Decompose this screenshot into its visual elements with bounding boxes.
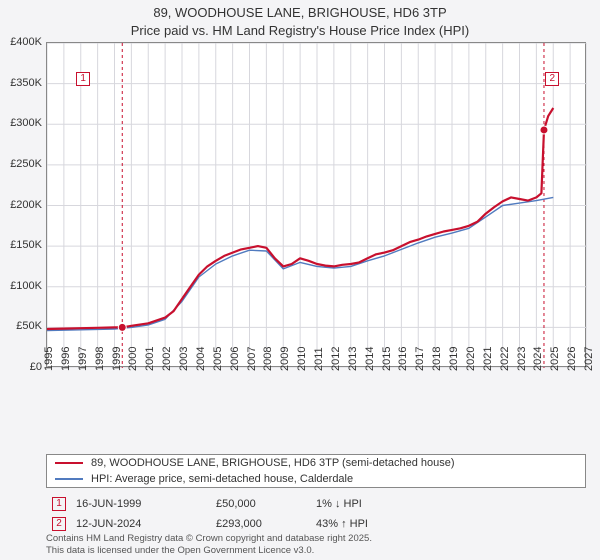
transaction-pct: 43% ↑ HPI — [316, 518, 436, 530]
marker-dot-2 — [540, 126, 548, 134]
legend-label: 89, WOODHOUSE LANE, BRIGHOUSE, HD6 3TP (… — [91, 457, 455, 469]
marker-box-2: 2 — [545, 72, 559, 86]
legend-row: 89, WOODHOUSE LANE, BRIGHOUSE, HD6 3TP (… — [47, 455, 585, 471]
transaction-table: 1 16-JUN-1999 £50,000 1% ↓ HPI 2 12-JUN-2024 £… — [46, 494, 586, 534]
legend-row: HPI: Average price, semi-detached house,… — [47, 471, 585, 487]
license-line2: This data is licensed under the Open Gov… — [46, 545, 372, 557]
plot-area — [46, 42, 586, 367]
ytick-label: £150K — [0, 239, 42, 251]
license-block: Contains HM Land Registry data © Crown c… — [46, 533, 372, 557]
legend-swatch — [55, 478, 83, 480]
plot-svg — [47, 43, 587, 368]
transaction-row: 1 16-JUN-1999 £50,000 1% ↓ HPI — [46, 494, 586, 514]
ytick-label: £350K — [0, 77, 42, 89]
xtick-label: 2027 — [583, 347, 600, 371]
title-line1: 89, WOODHOUSE LANE, BRIGHOUSE, HD6 3TP — [0, 4, 600, 22]
legend-label: HPI: Average price, semi-detached house,… — [91, 473, 353, 485]
ytick-label: £400K — [0, 36, 42, 48]
ytick-label: £200K — [0, 199, 42, 211]
transaction-badge: 2 — [52, 517, 66, 531]
title-line2: Price paid vs. HM Land Registry's House … — [0, 22, 600, 40]
transaction-price: £50,000 — [216, 498, 306, 510]
title-block: 89, WOODHOUSE LANE, BRIGHOUSE, HD6 3TP P… — [0, 0, 600, 39]
marker-box-1: 1 — [76, 72, 90, 86]
transaction-price: £293,000 — [216, 518, 306, 530]
transaction-date: 16-JUN-1999 — [76, 498, 206, 510]
marker-dot-1 — [118, 323, 126, 331]
transaction-row: 2 12-JUN-2024 £293,000 43% ↑ HPI — [46, 514, 586, 534]
chart-container: 89, WOODHOUSE LANE, BRIGHOUSE, HD6 3TP P… — [0, 0, 600, 560]
ytick-label: £0 — [0, 361, 42, 373]
legend-swatch — [55, 462, 83, 464]
transaction-pct: 1% ↓ HPI — [316, 498, 436, 510]
legend-panel: 89, WOODHOUSE LANE, BRIGHOUSE, HD6 3TP (… — [46, 454, 586, 488]
license-line1: Contains HM Land Registry data © Crown c… — [46, 533, 372, 545]
transaction-badge: 1 — [52, 497, 66, 511]
ytick-label: £300K — [0, 117, 42, 129]
ytick-label: £50K — [0, 320, 42, 332]
chart-wrap: £0£50K£100K£150K£200K£250K£300K£350K£400… — [0, 42, 600, 422]
transaction-date: 12-JUN-2024 — [76, 518, 206, 530]
ytick-label: £250K — [0, 158, 42, 170]
ytick-label: £100K — [0, 280, 42, 292]
